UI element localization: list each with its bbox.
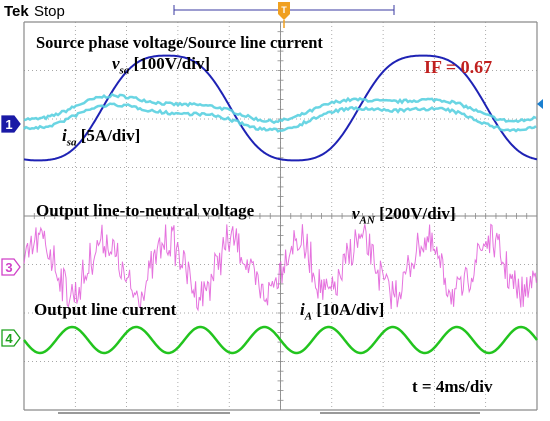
ch2-offset-marker [537,99,543,109]
brand-label: Tek [4,3,29,20]
trigger-letter: T [281,5,287,15]
trigger-position-icon [278,2,290,20]
channel-1-label: 1 [5,117,12,132]
scope-traces [23,54,538,355]
source-title: Source phase voltage/Source line current [36,33,323,52]
channel-3-label: 3 [5,260,12,275]
channel-4-label: 4 [5,331,13,346]
isa-trace-upper [23,92,537,125]
isa-trace-lower [23,102,537,133]
van-trace [23,223,537,312]
if-value: IF = 0.67 [424,57,493,77]
timebase-label: t = 4ms/div [412,377,493,396]
vsa-label: vsa [100V/div] [112,54,211,77]
acquisition-status: Stop [34,3,65,20]
channel-4-marker [1,329,21,347]
isa-label: isa [5A/div] [62,126,141,149]
scope-grid: T [23,2,538,414]
channel-1-marker [1,115,21,133]
channel-3-marker [1,258,21,276]
output-voltage-title: Output line-to-neutral voltage [36,201,255,220]
van-label: vAN [200V/div] [352,204,456,227]
output-current-title: Output line current [34,300,177,319]
ia-trace [23,325,538,355]
ia-label: iA [10A/div] [300,300,385,323]
